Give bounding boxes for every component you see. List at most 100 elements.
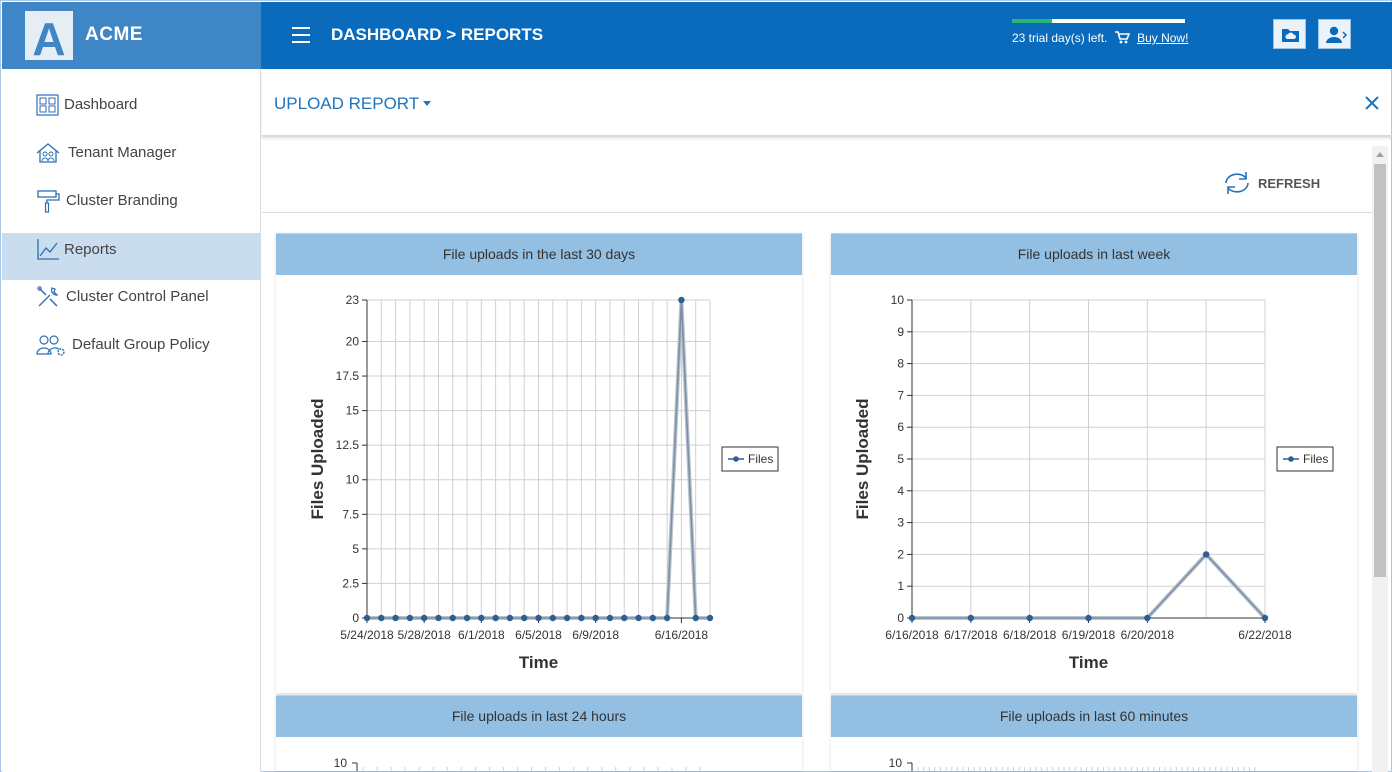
refresh-row: REFRESH [262, 141, 1372, 213]
data-point [449, 614, 456, 622]
y-tick-label: 7.5 [342, 507, 359, 521]
y-tick-label: 0 [897, 611, 904, 625]
chart-panel-24-hours: File uploads in last 24 hours 10 [276, 695, 802, 771]
data-point [606, 614, 614, 622]
chart-panel-30-days: File uploads in the last 30 days 0 2.5 5 7.… [276, 233, 802, 693]
y-tick-label: 4 [897, 484, 904, 498]
chart-title: File uploads in the last 30 days [276, 233, 802, 275]
chart-title: File uploads in last 24 hours [276, 695, 802, 737]
user-profile-button[interactable] [1318, 19, 1351, 49]
y-tick-label: 12.5 [336, 438, 360, 452]
data-point [578, 614, 585, 622]
tenant-house-icon [36, 143, 60, 163]
app-name: ACME [85, 24, 143, 45]
chart-title: File uploads in last week [831, 233, 1357, 275]
x-tick-label: 6/9/2018 [572, 628, 619, 642]
chart-panel-last-week: File uploads in last week 0 1 2 3 4 5 6 7 8 9 10 6/… [831, 233, 1357, 693]
upload-report-dropdown[interactable]: UPLOAD REPORT [274, 94, 432, 114]
legend-marker [1288, 456, 1294, 462]
sidebar-item-tenant-manager[interactable]: Tenant Manager [2, 129, 261, 176]
y-tick-label: 1 [897, 579, 904, 593]
y-tick-label: 9 [897, 325, 904, 339]
user-logout-icon [1326, 26, 1348, 43]
x-tick-label: 6/18/2018 [1003, 628, 1057, 642]
scroll-up-arrow-icon[interactable] [1376, 152, 1384, 157]
data-point [521, 614, 528, 622]
brand-area[interactable]: A ACME [2, 2, 261, 69]
x-tick-label: 5/28/2018 [397, 628, 451, 642]
legend-marker [733, 456, 739, 462]
y-axis-label: Files Uploaded [308, 399, 327, 520]
sidebar-item-cluster-control-panel[interactable]: Cluster Control Panel [2, 273, 261, 320]
chart-last-week: 0 1 2 3 4 5 6 7 8 9 10 6/16/2018 6/17/2018 6/18/2018 6… [853, 293, 1334, 672]
sidebar-item-default-group-policy[interactable]: Default Group Policy [2, 321, 261, 368]
data-point [420, 614, 428, 622]
report-subheader: UPLOAD REPORT [262, 69, 1392, 137]
buy-now-link[interactable]: Buy Now! [1137, 31, 1189, 45]
refresh-label: REFRESH [1258, 176, 1321, 191]
cloud-folder-button[interactable] [1273, 19, 1306, 49]
chart-30-days: 0 2.5 5 7.5 10 12.5 15 17.5 20 23 5/24/2018 5/28/20… [308, 293, 779, 672]
y-tick-label: 2 [897, 547, 904, 561]
sidebar-item-label: Reports [64, 241, 117, 258]
chart-legend: Files [721, 446, 779, 472]
data-point [549, 614, 556, 622]
y-tick-label: 6 [897, 420, 904, 434]
content-scrollbar[interactable] [1372, 146, 1388, 772]
data-point [1144, 614, 1151, 622]
sidebar-item-dashboard[interactable]: Dashboard [2, 81, 261, 128]
cloud-folder-icon [1282, 29, 1299, 42]
data-point [621, 614, 628, 622]
sidebar-item-label: Default Group Policy [72, 336, 210, 353]
data-point [1085, 614, 1092, 622]
data-point [406, 614, 414, 622]
line-chart-icon [37, 239, 59, 260]
y-tick-label: 20 [346, 334, 360, 348]
y-tick-label: 7 [897, 388, 904, 402]
y-tick-label: 5 [352, 542, 359, 556]
y-tick-label: 3 [897, 516, 904, 530]
data-point [492, 614, 499, 622]
sidebar-item-cluster-branding[interactable]: Cluster Branding [2, 177, 261, 224]
data-point [967, 614, 975, 622]
chart-60-minutes: 10 [889, 756, 1256, 771]
upload-report-label: UPLOAD REPORT [274, 94, 420, 113]
close-icon[interactable] [1364, 95, 1380, 111]
hamburger-menu-icon[interactable] [292, 27, 310, 43]
data-point [535, 614, 542, 622]
trial-status: 23 trial day(s) left. Buy Now! [1012, 31, 1188, 45]
data-point [506, 614, 514, 622]
x-tick-label: 6/5/2018 [515, 628, 562, 642]
data-point [706, 614, 714, 622]
sidebar-item-label: Tenant Manager [68, 144, 177, 161]
y-tick-label: 10 [334, 756, 348, 770]
sidebar-item-label: Cluster Branding [66, 192, 178, 209]
data-point [1202, 551, 1210, 558]
x-tick-label: 5/24/2018 [340, 628, 394, 642]
data-point [478, 614, 485, 622]
legend-label: Files [748, 452, 773, 466]
data-point [463, 614, 471, 622]
y-tick-label: 0 [352, 611, 359, 625]
chart-24-hours: 10 [334, 756, 701, 771]
data-point [363, 614, 371, 622]
x-tick-label: 6/1/2018 [458, 628, 505, 642]
y-tick-label: 8 [897, 357, 904, 371]
tools-icon [37, 286, 59, 307]
data-point [1261, 614, 1269, 622]
sidebar-item-reports[interactable]: Reports [2, 233, 261, 280]
x-tick-label: 6/16/2018 [885, 628, 939, 642]
y-tick-label: 2.5 [342, 576, 359, 590]
svg-text:A: A [32, 13, 65, 60]
sidebar-item-label: Cluster Control Panel [66, 288, 209, 305]
sidebar-item-label: Dashboard [64, 96, 138, 113]
y-tick-label: 10 [346, 473, 360, 487]
trial-days-text: 23 trial day(s) left. [1012, 31, 1108, 45]
y-tick-label: 23 [346, 293, 360, 307]
scroll-thumb[interactable] [1374, 164, 1386, 577]
data-point [908, 614, 916, 622]
data-point [392, 614, 399, 622]
group-settings-icon [36, 335, 65, 356]
data-point [378, 614, 385, 622]
y-tick-label: 17.5 [336, 369, 360, 383]
